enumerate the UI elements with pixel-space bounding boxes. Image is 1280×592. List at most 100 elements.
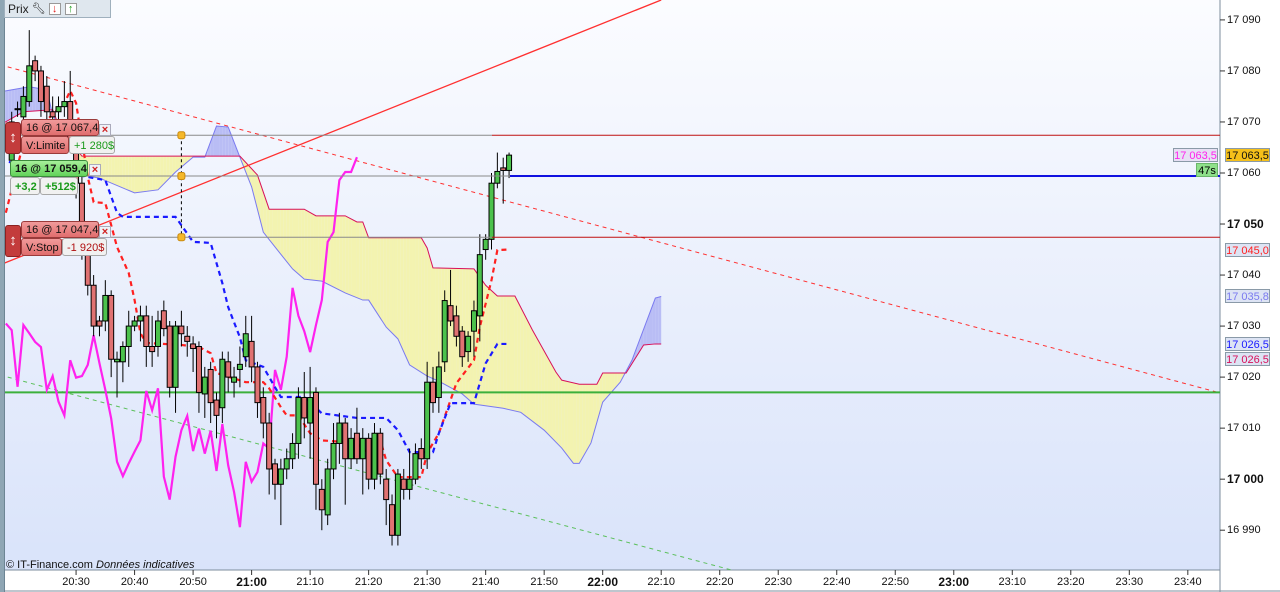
y-tick-label: 17 030 [1227, 320, 1261, 333]
cloud-segment [547, 356, 551, 437]
candles [8, 30, 513, 546]
cloud-segment [280, 209, 284, 258]
candle [236, 346, 243, 388]
candle [488, 172, 495, 250]
cloud-segment [564, 380, 568, 456]
candle-up-body [482, 238, 489, 251]
cloud-segment [552, 366, 556, 443]
cloud-segment [351, 218, 355, 297]
cloud-segment [514, 295, 518, 412]
cloud-segment [327, 215, 331, 286]
candle [61, 81, 68, 117]
cloud-segment [570, 382, 574, 464]
cloud-segment [292, 209, 296, 272]
cloud-segment [649, 305, 653, 345]
cloud-segment [228, 127, 232, 157]
candle [348, 428, 355, 469]
candle-up-body [102, 294, 109, 322]
drag-handle-icon[interactable]: ↕ [5, 122, 21, 154]
falling-trend-trendline [0, 64, 1221, 394]
candle-down-body [342, 422, 349, 460]
cloud-segment [8, 89, 12, 121]
candle [125, 310, 132, 367]
cloud-segment [500, 295, 504, 409]
order-title[interactable]: 16 @ 17 067,4 [21, 119, 99, 136]
order-handle-dot [177, 131, 186, 140]
y-tick-label: 17 010 [1227, 422, 1261, 435]
x-tick-label: 23:00 [938, 575, 970, 589]
candle [377, 428, 384, 485]
order-type[interactable]: V:Stop [21, 238, 62, 256]
time-axis-panel [0, 570, 1220, 592]
cloud-segment [295, 209, 299, 275]
cloud-segment [348, 217, 352, 296]
candle-down-body [160, 310, 167, 330]
drag-handle-icon[interactable]: ↕ [5, 225, 21, 257]
candle-up-body [441, 300, 448, 363]
cloud-segment [497, 295, 501, 408]
candle-down-body [365, 437, 372, 480]
candle [160, 300, 167, 337]
cloud-segment [555, 372, 559, 446]
plot-background [0, 0, 1220, 570]
cloud-segment [283, 209, 287, 262]
cloud-segment [541, 345, 545, 431]
candle [353, 407, 360, 464]
cloud-segment [409, 237, 413, 367]
close-order-icon[interactable]: × [99, 124, 111, 136]
candle-up-body [394, 473, 401, 536]
cloud-segment [488, 287, 492, 407]
cloud-segment [491, 290, 495, 408]
candle [254, 361, 261, 418]
candle-up-body [359, 437, 366, 460]
cloud-segment [169, 156, 173, 178]
cloud-segment [313, 214, 316, 281]
cloud-segment [576, 383, 580, 464]
close-position-icon[interactable]: × [89, 164, 101, 176]
candle-down-body [377, 432, 384, 475]
buy-arrow-icon[interactable]: ↑ [64, 2, 77, 15]
tenkan-line [0, 159, 510, 454]
candle-down-body [166, 325, 173, 388]
order-title[interactable]: 16 @ 17 047,4 [21, 221, 99, 238]
cloud-segment [219, 126, 223, 157]
cloud-segment [406, 237, 410, 365]
order-type[interactable]: V:Limite [21, 136, 69, 154]
cloud-segment [272, 209, 276, 247]
cloud-segment [529, 324, 533, 422]
candle [213, 392, 220, 439]
candle-up-body [406, 478, 413, 490]
y-tick-label: 17 020 [1227, 371, 1261, 384]
cloud-segment [298, 209, 302, 277]
position-title[interactable]: 16 @ 17 059,4 [10, 160, 88, 177]
sell-arrow-icon[interactable]: ↓ [48, 2, 61, 15]
cloud-segment [389, 237, 393, 333]
candle [90, 275, 97, 337]
x-tick-label: 20:40 [120, 576, 149, 588]
candle [318, 479, 325, 531]
close-order-icon[interactable]: × [99, 226, 111, 238]
cloud-segment [207, 141, 211, 157]
candle-down-body [429, 381, 436, 404]
candle [37, 65, 44, 117]
candle-down-body [143, 315, 150, 347]
candle-up-body [236, 363, 243, 370]
candle-down-body [184, 335, 191, 342]
cloud-segment [222, 126, 226, 157]
cloud-segment [260, 183, 264, 233]
x-tick-label: 20:30 [62, 576, 90, 588]
candle [184, 326, 191, 357]
candle-down-body [447, 305, 454, 322]
y-tick-label: 17 040 [1227, 269, 1261, 282]
candle-up-body [330, 442, 337, 470]
cloud-segment [263, 192, 267, 236]
cloud-segment [11, 89, 15, 119]
x-tick-label: 23:10 [998, 576, 1027, 588]
wrench-icon[interactable]: 🔧︎ [31, 2, 46, 15]
y-tick-label: 17 090 [1227, 13, 1261, 26]
cloud-segment [614, 373, 618, 389]
cloud-segment [473, 268, 477, 405]
candle [312, 387, 319, 510]
cloud-segment [394, 237, 398, 339]
